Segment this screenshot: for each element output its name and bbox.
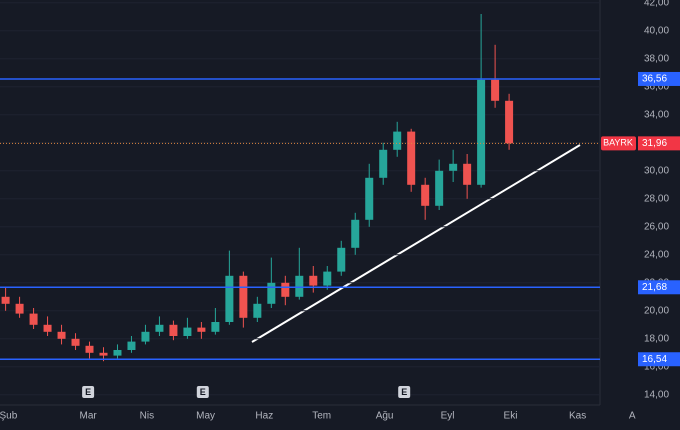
candle-body (169, 324, 178, 336)
y-tick-label: 20,00 (644, 305, 669, 316)
x-tick-label: Ağu (376, 411, 394, 422)
candle-body (155, 324, 164, 332)
x-tick-label: Haz (255, 411, 273, 422)
y-tick-label: 14,00 (644, 389, 669, 400)
last-price-box (638, 136, 680, 151)
y-tick-label: 16,00 (644, 361, 669, 372)
y-tick-label: 24,00 (644, 249, 669, 260)
candle-body (43, 324, 52, 332)
x-tick-label: Kas (569, 411, 586, 422)
y-tick-label: 40,00 (644, 25, 669, 36)
y-tick-label: 38,00 (644, 53, 669, 64)
level-label: 36,56 (642, 74, 667, 85)
candle-body (239, 275, 248, 318)
trendline (251, 144, 581, 343)
candle-body (71, 338, 80, 346)
level-label: 16,54 (642, 354, 667, 365)
candle-body (127, 341, 136, 350)
candle-body (211, 322, 220, 332)
candle-body (113, 350, 122, 356)
candle-body (337, 247, 346, 272)
event-label: E (85, 387, 91, 397)
candle-body (407, 131, 416, 185)
x-tick-label: Şub (0, 411, 18, 422)
x-tick-label: Eki (504, 411, 518, 422)
candle-body (365, 177, 374, 220)
y-tick-label: 34,00 (644, 109, 669, 120)
last-price-label: 31,96 (642, 138, 667, 149)
y-tick-label: 26,00 (644, 221, 669, 232)
y-tick-label: 18,00 (644, 333, 669, 344)
candle-body (421, 184, 430, 206)
candle-body (281, 282, 290, 297)
symbol-box (601, 136, 636, 151)
y-tick-label: 28,00 (644, 193, 669, 204)
candle-body (393, 131, 402, 150)
x-tick-label: Eyl (441, 411, 455, 422)
candle-body (57, 331, 66, 339)
candle-body (183, 327, 192, 336)
candle-body (225, 275, 234, 322)
candle-body (29, 313, 38, 325)
x-tick-label: Tem (312, 411, 331, 422)
event-label: E (401, 387, 407, 397)
event-box (398, 386, 411, 398)
y-tick-label: 42,00 (644, 0, 669, 8)
event-box (82, 386, 95, 398)
event-label: E (200, 387, 206, 397)
candle-body (15, 303, 24, 314)
candle-body (309, 275, 318, 286)
candle-body (253, 303, 262, 318)
x-tick-label: May (196, 411, 215, 422)
candle-body (477, 79, 486, 185)
x-tick-label: Nis (140, 411, 154, 422)
candle-body (295, 275, 304, 297)
x-tick-label: A (629, 411, 636, 422)
candle-body (351, 219, 360, 248)
candle-body (505, 100, 514, 144)
x-tick-label: Mar (79, 411, 97, 422)
candle-body (85, 345, 94, 353)
candle-body (197, 327, 206, 332)
level-label-box (638, 352, 680, 367)
candle-body (323, 271, 332, 286)
candle-body (1, 296, 10, 304)
candle-body (435, 170, 444, 206)
level-label: 21,68 (642, 282, 667, 293)
candle-body (449, 163, 458, 171)
candle-body (491, 79, 500, 101)
candle-body (463, 163, 472, 185)
symbol-label: BAYRK (603, 138, 633, 148)
y-tick-label: 30,00 (644, 165, 669, 176)
candle-body (99, 352, 108, 356)
level-label-box (638, 71, 680, 86)
y-tick-label: 36,00 (644, 81, 669, 92)
candle-body (141, 331, 150, 342)
level-label-box (638, 280, 680, 295)
candle-body (267, 282, 276, 304)
event-box (196, 386, 209, 398)
candle-body (379, 149, 388, 178)
